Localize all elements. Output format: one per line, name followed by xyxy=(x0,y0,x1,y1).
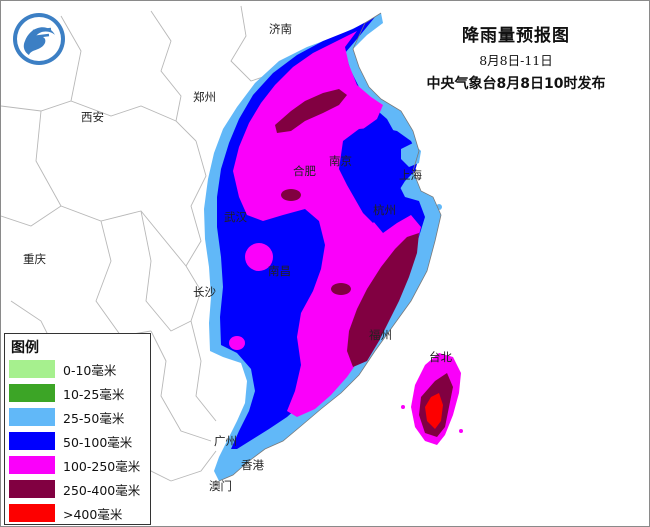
legend-swatch xyxy=(9,384,55,402)
coastline xyxy=(218,12,442,482)
legend-label: 50-100毫米 xyxy=(63,434,133,450)
legend-label: 250-400毫米 xyxy=(63,482,141,498)
city-label-wuhan: 武汉 xyxy=(224,210,247,224)
rain-zone-250-400-nanchang xyxy=(331,283,351,295)
island-speck xyxy=(459,429,463,433)
legend-label: >400毫米 xyxy=(63,506,123,522)
city-label-aomen: 澳门 xyxy=(209,479,232,493)
title-block: 降雨量预报图 8月8日-11日 中央气象台8月8日10时发布 xyxy=(401,21,631,93)
legend-item: 0-10毫米 xyxy=(5,357,150,381)
legend-item: 100-250毫米 xyxy=(5,453,150,477)
city-label-taibei: 台北 xyxy=(429,350,452,364)
legend-label: 25-50毫米 xyxy=(63,410,125,426)
cma-logo-icon xyxy=(13,13,65,65)
city-label-hangzhou: 杭州 xyxy=(373,203,396,217)
legend-label: 0-10毫米 xyxy=(63,362,117,378)
legend-swatch xyxy=(9,480,55,498)
city-label-xianggang: 香港 xyxy=(241,458,264,472)
legend-item: >400毫米 xyxy=(5,501,150,525)
legend-swatch xyxy=(9,456,55,474)
legend-item: 50-100毫米 xyxy=(5,429,150,453)
rain-zone-50-100-east xyxy=(339,127,419,223)
legend-label: 10-25毫米 xyxy=(63,386,125,402)
map-title: 降雨量预报图 xyxy=(462,26,570,46)
legend-label: 100-250毫米 xyxy=(63,458,141,474)
city-label-nanjing: 南京 xyxy=(329,154,352,168)
rain-zone-250-400-north xyxy=(275,89,347,133)
legend-swatch xyxy=(9,504,55,522)
legend-title: 图例 xyxy=(11,340,39,356)
city-label-fuzhou: 福州 xyxy=(369,328,392,342)
legend-swatch xyxy=(9,360,55,378)
city-label-nanchang: 南昌 xyxy=(268,264,291,278)
city-label-shanghai: 上海 xyxy=(399,168,422,182)
map-issuer: 中央气象台8月8日10时发布 xyxy=(426,76,606,92)
city-label-guangzhou: 广州 xyxy=(214,434,237,448)
legend-item: 10-25毫米 xyxy=(5,381,150,405)
city-label-zhengzhou: 郑州 xyxy=(193,90,216,104)
city-label-xian: 西安 xyxy=(81,110,104,124)
legend-item: 25-50毫米 xyxy=(5,405,150,429)
city-label-hefei: 合肥 xyxy=(293,164,316,178)
city-label-chongqing: 重庆 xyxy=(23,252,46,266)
map-date-range: 8月8日-11日 xyxy=(479,53,553,68)
rain-zone-100-250-wuhan xyxy=(245,243,273,271)
map-legend: 图例 0-10毫米 10-25毫米 25-50毫米 50-100毫米 100-2… xyxy=(4,333,151,525)
legend-swatch xyxy=(9,432,55,450)
city-label-changsha: 长沙 xyxy=(193,285,216,299)
island-speck xyxy=(401,405,405,409)
legend-item: 250-400毫米 xyxy=(5,477,150,501)
rain-zone-250-400-hefei xyxy=(281,189,301,201)
rain-zone-100-250-changsha xyxy=(229,336,245,350)
city-label-jinan: 济南 xyxy=(269,22,292,36)
taiwan-zone-400 xyxy=(425,393,443,429)
legend-swatch xyxy=(9,408,55,426)
island-speck xyxy=(436,204,442,210)
rain-zone-250-400-fujian xyxy=(347,233,419,367)
